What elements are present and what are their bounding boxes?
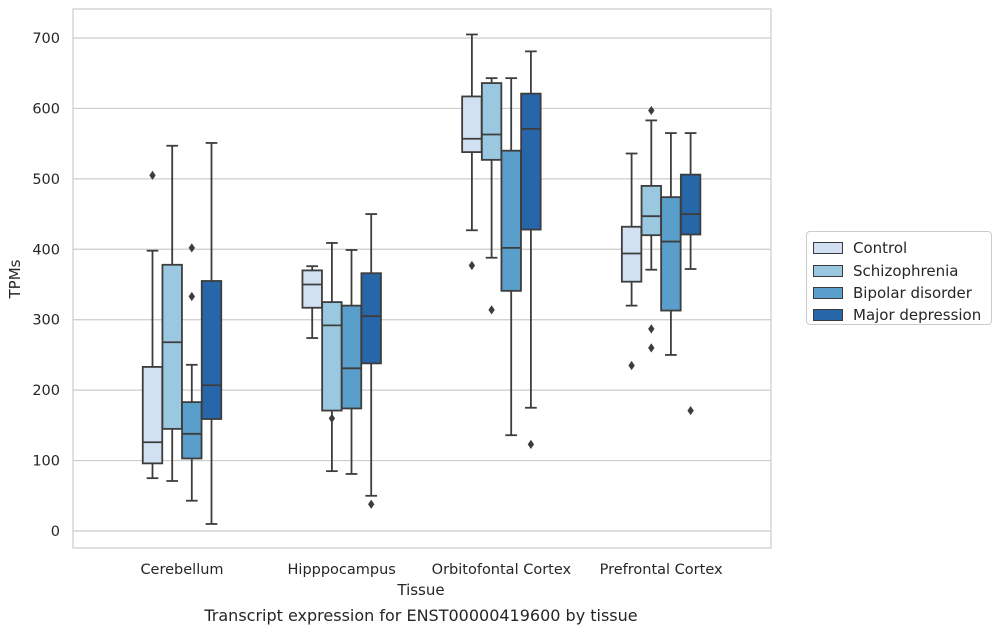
outlier-point [648,105,655,116]
y-tick-label: 600 [32,101,60,117]
x-tick-label: Orbitofontal Cortex [432,562,572,578]
box-iqr [679,173,702,236]
legend-swatch [813,242,843,255]
outlier-point [648,343,655,353]
box-2-3 [660,132,682,356]
box-iqr [200,280,223,420]
box-2-1 [340,249,363,475]
box-iqr [181,401,203,460]
box-3-2 [520,50,542,449]
legend-item-schizophrenia: Schizophrenia [813,259,991,281]
box-0-2 [461,33,483,271]
box-3-1 [360,213,382,509]
y-tick-label: 500 [32,172,60,188]
box-iqr [360,272,382,365]
outlier-point [149,170,156,180]
x-axis-ticks: Cerebellum Hipppocampus Orbitofontal Corte… [140,562,723,578]
box-plot-chart: 0 100 200 300 400 500 600 700 Cerebellum Hipppoc… [6,8,772,599]
box-1-0 [161,144,183,482]
box-iqr [500,149,522,292]
legend-item-major-depression: Major depression [813,304,991,326]
box-iqr [141,366,164,465]
outlier-point [648,324,655,334]
legend-label: Schizophrenia [853,261,959,280]
box-iqr [321,301,343,412]
box-2-2 [500,77,522,437]
box-iqr [480,82,503,161]
gridlines [73,37,771,532]
outlier-point [368,499,375,509]
y-axis-ticks: 0 100 200 300 400 500 600 700 [32,31,60,540]
legend-item-control: Control [813,237,991,259]
outlier-point [527,439,535,449]
x-tick-label: Cerebellum [140,562,223,578]
legend-swatch [813,309,843,322]
legend-label: Control [853,239,908,258]
figure-caption: Transcript expression for ENST0000041960… [204,606,638,625]
box-1-2 [480,77,503,315]
plot-frame [72,8,772,549]
x-tick-label: Hipppocampus [288,562,396,578]
box-iqr [520,92,542,231]
box-iqr [340,304,363,410]
box-0-0 [141,170,164,480]
outlier-point [468,260,476,271]
outlier-point [687,405,694,416]
legend-label: Bipolar disorder [853,283,972,302]
legend-swatch [813,286,843,299]
box-series [141,33,702,525]
box-iqr [640,184,662,237]
outlier-point [188,291,195,302]
box-1-3 [640,105,662,353]
y-tick-label: 700 [32,31,60,47]
y-tick-label: 0 [51,524,60,540]
outlier-point [188,243,195,253]
box-3-3 [679,132,702,416]
y-tick-label: 400 [32,242,60,258]
y-tick-label: 100 [32,454,60,470]
box-iqr [660,196,682,312]
x-axis-label: Tissue [396,581,444,599]
y-axis-label: TPMs [6,259,24,299]
box-0-1 [301,265,323,339]
outlier-point [628,360,635,371]
box-iqr [301,269,323,309]
x-tick-label: Prefrontal Cortex [600,562,723,578]
legend-label: Major depression [853,306,982,325]
y-tick-label: 200 [32,383,60,399]
box-iqr [461,95,483,153]
legend-item-bipolar-disorder: Bipolar disorder [813,282,991,304]
box-3-0 [200,142,223,525]
box-1-1 [321,242,343,473]
outlier-point [488,305,495,315]
box-0-3 [620,152,643,371]
box-2-0 [181,243,203,502]
legend-swatch [813,264,843,277]
box-iqr [161,263,183,430]
outlier-point [328,413,336,423]
y-tick-label: 300 [32,313,60,329]
legend: Control Schizophrenia Bipolar disorder M… [806,231,992,325]
